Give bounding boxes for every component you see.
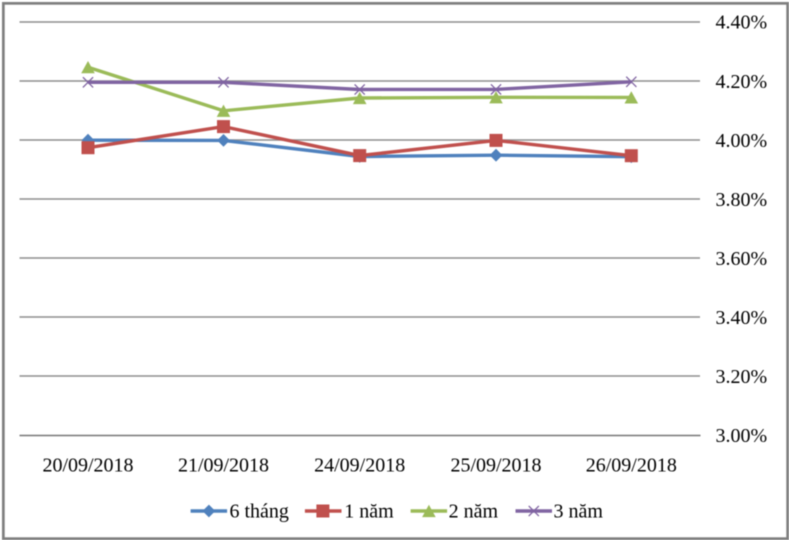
svg-text:2 năm: 2 năm (449, 501, 499, 523)
svg-text:25/09/2018: 25/09/2018 (450, 454, 541, 476)
svg-text:3 năm: 3 năm (554, 501, 604, 523)
svg-text:6 tháng: 6 tháng (230, 501, 289, 523)
svg-text:4.40%: 4.40% (716, 12, 768, 34)
svg-text:4.00%: 4.00% (716, 130, 768, 152)
svg-text:4.20%: 4.20% (716, 71, 768, 93)
svg-text:3.20%: 3.20% (716, 366, 768, 388)
svg-text:21/09/2018: 21/09/2018 (178, 454, 269, 476)
svg-text:24/09/2018: 24/09/2018 (314, 454, 405, 476)
svg-text:26/09/2018: 26/09/2018 (586, 454, 677, 476)
svg-text:20/09/2018: 20/09/2018 (42, 454, 133, 476)
svg-text:3.60%: 3.60% (716, 248, 768, 270)
svg-text:1 năm: 1 năm (344, 501, 394, 523)
svg-text:3.40%: 3.40% (716, 307, 768, 329)
svg-text:3.80%: 3.80% (716, 189, 768, 211)
svg-text:3.00%: 3.00% (716, 425, 768, 447)
